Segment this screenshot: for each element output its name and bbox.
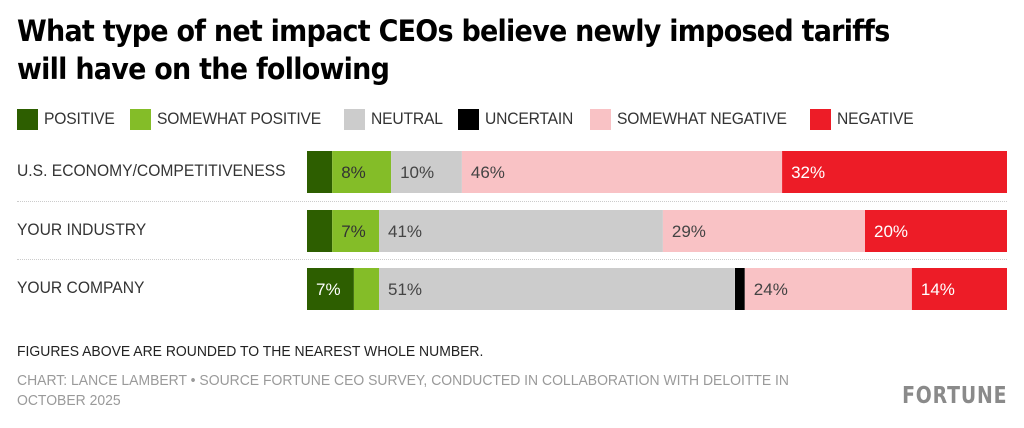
chart-note: FIGURES ABOVE ARE ROUNDED TO THE NEAREST… xyxy=(17,343,484,360)
legend-label: SOMEWHAT NEGATIVE xyxy=(616,109,787,128)
bar-segment-positive xyxy=(307,210,333,252)
data-label: 8% xyxy=(341,163,366,182)
bar-segment-somewhat-negative xyxy=(461,151,783,193)
chart-source: CHART: LANCE LAMBERT • SOURCE FORTUNE CE… xyxy=(17,372,790,409)
legend-swatch xyxy=(589,108,611,130)
legend-item-somewhat-negative: SOMEWHAT NEGATIVE xyxy=(589,108,794,130)
row-separator xyxy=(17,201,1007,202)
legend-item-uncertain: UNCERTAIN xyxy=(458,108,574,130)
bar-segment-neutral xyxy=(391,151,462,193)
data-label: 51% xyxy=(388,280,422,299)
bar-segment-somewhat-negative xyxy=(662,210,865,252)
data-label: 32% xyxy=(791,163,825,182)
chart-title: What type of net impact CEOs believe new… xyxy=(17,14,890,86)
legend: POSITIVE SOMEWHAT POSITIVE NEUTRAL UNCER… xyxy=(17,108,930,130)
legend-label: POSITIVE xyxy=(44,109,115,128)
data-label: 41% xyxy=(388,222,422,241)
legend-swatch xyxy=(458,108,480,130)
legend-item-somewhat-positive: SOMEWHAT POSITIVE xyxy=(129,108,327,130)
category-label: U.S. ECONOMY/COMPETITIVENESS xyxy=(17,161,286,180)
bar-segment-negative xyxy=(782,151,1007,193)
bar-segment-uncertain xyxy=(735,268,745,310)
bar-segment-neutral xyxy=(379,268,735,310)
row-separator xyxy=(17,259,1007,260)
bar-segment-somewhat-positive xyxy=(353,268,380,310)
data-label: 10% xyxy=(400,163,434,182)
legend-label: NEGATIVE xyxy=(837,109,914,128)
legend-swatch xyxy=(810,108,832,130)
legend-swatch xyxy=(17,108,38,130)
bar-segment-neutral xyxy=(379,210,663,252)
bar-segment-negative xyxy=(865,210,1007,252)
legend-item-negative: NEGATIVE xyxy=(810,108,914,130)
data-label: 7% xyxy=(341,222,366,241)
legend-label: SOMEWHAT POSITIVE xyxy=(156,109,321,128)
legend-label: NEUTRAL xyxy=(371,109,443,128)
legend-swatch xyxy=(344,108,366,130)
data-label: 24% xyxy=(754,280,788,299)
bar-segment-positive xyxy=(307,268,354,310)
bar-segment-somewhat-positive xyxy=(332,210,380,252)
legend-item-neutral: NEUTRAL xyxy=(344,108,443,130)
category-label: YOUR INDUSTRY xyxy=(17,220,147,239)
legend-label: UNCERTAIN xyxy=(485,109,574,128)
data-label: 7% xyxy=(316,280,341,299)
legend-item-positive: POSITIVE xyxy=(17,108,115,130)
bar-segment-somewhat-negative xyxy=(744,268,912,310)
data-label: 14% xyxy=(921,280,955,299)
category-label: YOUR COMPANY xyxy=(17,278,145,297)
bar-segment-negative xyxy=(911,268,1007,310)
data-label: 20% xyxy=(874,222,908,241)
data-label: 46% xyxy=(471,163,505,182)
data-label: 29% xyxy=(672,222,706,241)
bar-segment-somewhat-positive xyxy=(332,151,392,193)
fortune-logo: FORTUNE xyxy=(901,383,1007,409)
bar-segment-positive xyxy=(307,151,333,193)
legend-swatch xyxy=(129,108,151,130)
